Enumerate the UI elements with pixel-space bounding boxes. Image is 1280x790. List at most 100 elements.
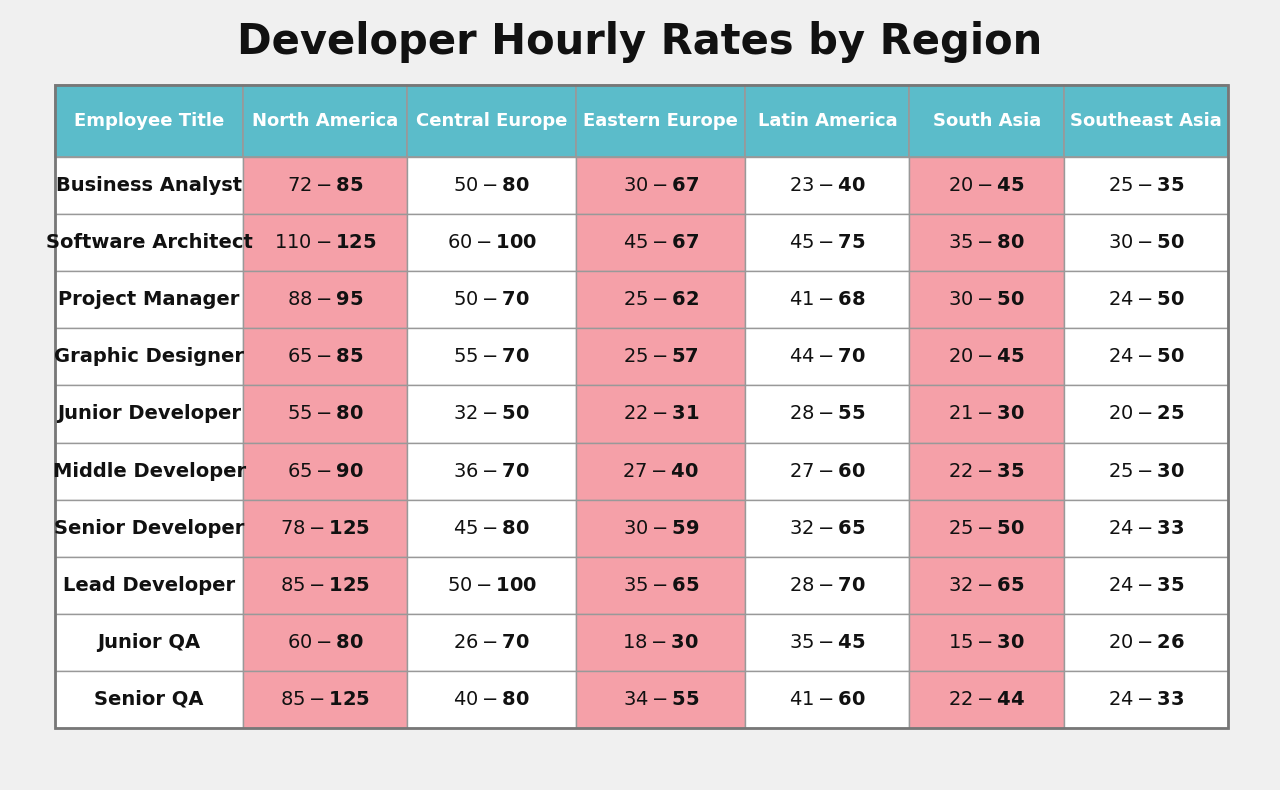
Text: $15-$30: $15-$30 <box>948 633 1025 652</box>
Bar <box>55 85 1228 728</box>
Bar <box>243 214 407 271</box>
Bar <box>1064 271 1228 329</box>
Text: $25-$62: $25-$62 <box>622 290 699 309</box>
Text: $26-$70: $26-$70 <box>453 633 530 652</box>
Text: $24-$35: $24-$35 <box>1107 576 1184 595</box>
Text: $20-$26: $20-$26 <box>1107 633 1184 652</box>
Text: $78-$125: $78-$125 <box>280 519 370 538</box>
Bar <box>1064 557 1228 614</box>
Bar <box>909 329 1064 386</box>
Text: $35-$45: $35-$45 <box>788 633 865 652</box>
Bar <box>1064 214 1228 271</box>
Text: $27-$60: $27-$60 <box>788 461 865 480</box>
Text: $32-$65: $32-$65 <box>788 519 865 538</box>
Text: Senior Developer: Senior Developer <box>54 519 244 538</box>
Bar <box>909 614 1064 671</box>
Bar <box>745 85 909 157</box>
Bar <box>243 271 407 329</box>
Text: Junior Developer: Junior Developer <box>58 404 241 423</box>
Bar <box>243 85 407 157</box>
Text: $44-$70: $44-$70 <box>788 348 865 367</box>
Text: $41-$60: $41-$60 <box>788 690 865 709</box>
Bar <box>243 442 407 499</box>
Text: $88-$95: $88-$95 <box>287 290 364 309</box>
Text: $35-$80: $35-$80 <box>948 233 1025 252</box>
Bar <box>407 557 576 614</box>
Text: $18-$30: $18-$30 <box>622 633 699 652</box>
Bar <box>576 442 745 499</box>
Text: $28-$55: $28-$55 <box>788 404 865 423</box>
Bar <box>909 214 1064 271</box>
Bar <box>576 214 745 271</box>
Bar <box>909 442 1064 499</box>
Text: $85-$125: $85-$125 <box>280 576 370 595</box>
Text: $50-$80: $50-$80 <box>453 176 530 195</box>
Text: South Asia: South Asia <box>933 112 1041 130</box>
Bar <box>909 85 1064 157</box>
Bar <box>745 329 909 386</box>
Bar <box>407 157 576 214</box>
Bar <box>407 671 576 728</box>
Text: Southeast Asia: Southeast Asia <box>1070 112 1222 130</box>
Bar <box>243 157 407 214</box>
Text: Latin America: Latin America <box>758 112 897 130</box>
Text: $27-$40: $27-$40 <box>622 461 699 480</box>
Bar <box>55 214 243 271</box>
Bar <box>1064 85 1228 157</box>
Text: $45-$67: $45-$67 <box>622 233 699 252</box>
Text: $24-$50: $24-$50 <box>1107 348 1184 367</box>
Text: $34-$55: $34-$55 <box>622 690 699 709</box>
Text: $65-$85: $65-$85 <box>287 348 364 367</box>
Bar <box>243 557 407 614</box>
Bar <box>745 614 909 671</box>
Text: $20-$45: $20-$45 <box>948 176 1025 195</box>
Text: $45-$80: $45-$80 <box>453 519 530 538</box>
Bar <box>55 499 243 557</box>
Text: $25-$57: $25-$57 <box>623 348 699 367</box>
Bar <box>407 499 576 557</box>
Text: $30-$59: $30-$59 <box>622 519 699 538</box>
Bar <box>576 499 745 557</box>
Text: Lead Developer: Lead Developer <box>63 576 236 595</box>
Bar <box>909 499 1064 557</box>
Bar <box>1064 614 1228 671</box>
Text: Eastern Europe: Eastern Europe <box>584 112 739 130</box>
Bar <box>407 442 576 499</box>
Text: $22-$35: $22-$35 <box>948 461 1025 480</box>
Bar <box>576 85 745 157</box>
Bar <box>745 557 909 614</box>
Text: $30-$50: $30-$50 <box>948 290 1025 309</box>
Text: $24-$33: $24-$33 <box>1107 690 1184 709</box>
Bar <box>909 386 1064 442</box>
Text: $22-$31: $22-$31 <box>622 404 699 423</box>
Bar <box>745 499 909 557</box>
Bar <box>243 614 407 671</box>
Bar <box>745 386 909 442</box>
Text: North America: North America <box>252 112 398 130</box>
Bar <box>745 271 909 329</box>
Bar <box>55 85 243 157</box>
Text: Project Manager: Project Manager <box>59 290 239 309</box>
Text: $25-$50: $25-$50 <box>948 519 1025 538</box>
Text: $30-$67: $30-$67 <box>622 176 699 195</box>
Text: $40-$80: $40-$80 <box>453 690 530 709</box>
Text: $60-$100: $60-$100 <box>447 233 538 252</box>
Bar <box>909 157 1064 214</box>
Text: $25-$30: $25-$30 <box>1107 461 1184 480</box>
Text: $55-$70: $55-$70 <box>453 348 530 367</box>
Bar <box>745 442 909 499</box>
Text: $24-$50: $24-$50 <box>1107 290 1184 309</box>
Bar <box>243 386 407 442</box>
Text: $24-$33: $24-$33 <box>1107 519 1184 538</box>
Bar <box>55 442 243 499</box>
Bar <box>407 214 576 271</box>
Bar <box>1064 442 1228 499</box>
Text: $65-$90: $65-$90 <box>287 461 364 480</box>
Bar <box>1064 499 1228 557</box>
Bar <box>745 157 909 214</box>
Text: $36-$70: $36-$70 <box>453 461 530 480</box>
Text: Junior QA: Junior QA <box>97 633 201 652</box>
Text: Senior QA: Senior QA <box>95 690 204 709</box>
Bar <box>576 557 745 614</box>
Bar <box>909 271 1064 329</box>
